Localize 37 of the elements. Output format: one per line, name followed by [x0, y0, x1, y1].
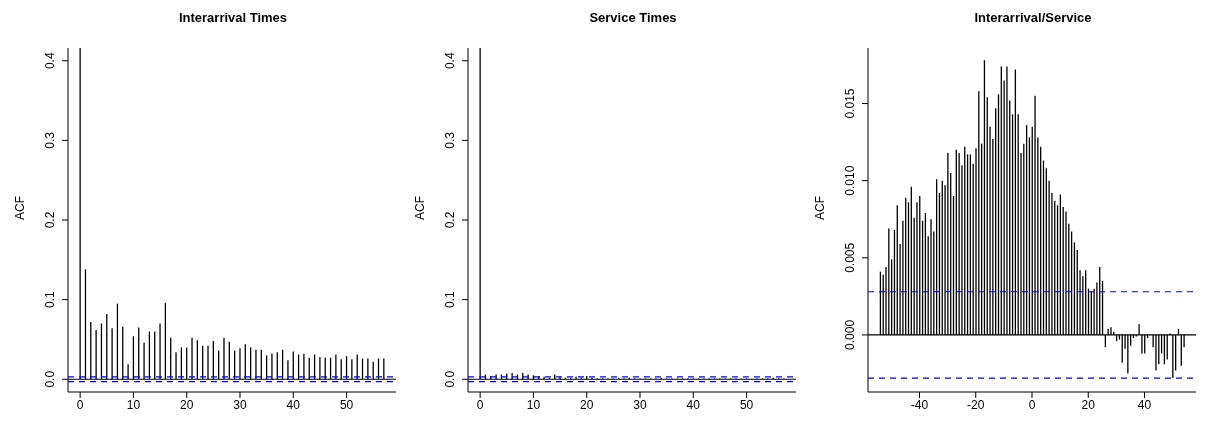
x-tick-label: 20 — [580, 397, 594, 412]
y-tick-label: 0.4 — [43, 52, 57, 70]
y-axis-title: ACF — [413, 196, 428, 220]
x-tick-label: 0 — [1028, 397, 1036, 412]
x-tick-label: 30 — [233, 397, 247, 412]
x-tick-label: 50 — [739, 397, 754, 412]
x-tick-label: 40 — [286, 397, 301, 412]
x-tick-label: 20 — [180, 397, 194, 412]
y-tick-label: 0.005 — [843, 242, 857, 273]
y-tick-label: 0.015 — [843, 88, 857, 119]
y-tick-label: 0.3 — [443, 131, 457, 149]
y-tick-label: 0.3 — [43, 131, 57, 149]
y-tick-label: 0.0 — [43, 370, 57, 388]
chart-title: Interarrival/Service — [973, 10, 1093, 25]
x-tick-label: 0 — [76, 397, 84, 412]
y-tick-label: 0.000 — [843, 319, 857, 350]
x-tick-label: 20 — [1081, 397, 1096, 412]
x-tick-label: 10 — [526, 397, 541, 412]
y-tick-label: 0.1 — [43, 290, 57, 308]
x-tick-label: 30 — [633, 397, 647, 412]
y-tick-label: 0.4 — [443, 52, 457, 70]
y-tick-label: 0.2 — [443, 211, 457, 229]
x-tick-label: -40 — [910, 397, 929, 412]
y-tick-label: 0.2 — [43, 211, 57, 229]
x-tick-label: 40 — [686, 397, 701, 412]
x-tick-label: 40 — [1137, 397, 1152, 412]
y-tick-label: 0.1 — [443, 290, 457, 308]
y-axis-title: ACF — [13, 196, 28, 220]
chart-title: Interarrival Times — [177, 10, 289, 25]
y-tick-label: 0.0 — [443, 370, 457, 388]
y-tick-label: 0.010 — [843, 165, 857, 196]
chart-title: Service Times — [588, 10, 678, 25]
y-axis-title: ACF — [813, 196, 828, 220]
x-tick-label: 0 — [476, 397, 484, 412]
x-tick-label: 10 — [126, 397, 141, 412]
x-tick-label: 50 — [339, 397, 354, 412]
x-tick-label: -20 — [967, 397, 985, 412]
